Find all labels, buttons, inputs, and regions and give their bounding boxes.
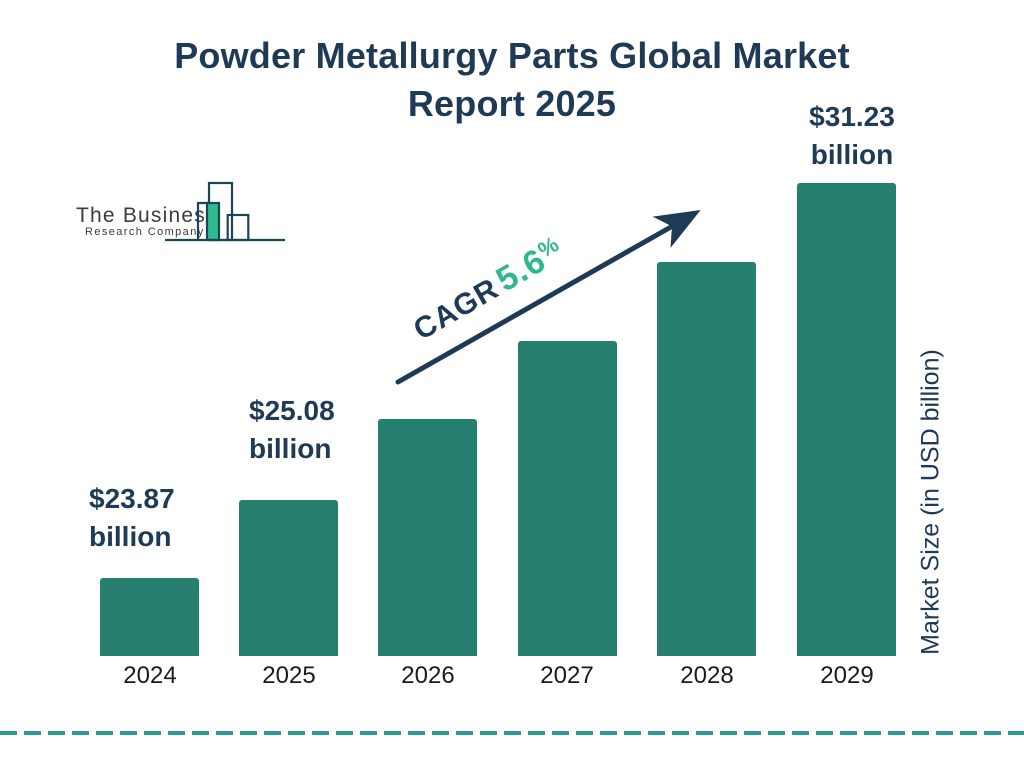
logo-name: The Business (76, 204, 218, 227)
x-axis-label-2025: 2025 (262, 662, 316, 689)
value-label-2025-amount: $25.08 (249, 395, 335, 426)
logo-subname: Research Company (85, 226, 205, 238)
cagr-label: CAGR (408, 272, 505, 347)
value-label-2024-amount: $23.87 (89, 483, 175, 514)
bar-2029 (797, 183, 896, 656)
logo-bar-chart-icon (165, 181, 285, 242)
bar-2026 (378, 419, 477, 656)
bar-2028 (657, 262, 756, 656)
y-axis-label: Market Size (in USD billion) (916, 349, 945, 655)
x-axis-label-2028: 2028 (680, 662, 734, 689)
cagr-annotation: CAGR 5.6% (406, 231, 570, 348)
bar-2024 (100, 578, 199, 656)
x-axis-label-2027: 2027 (540, 662, 594, 689)
x-axis-label-2029: 2029 (820, 662, 874, 689)
value-label-2029-unit: billion (810, 139, 894, 170)
page-title-line1: Powder Metallurgy Parts Global Market (174, 35, 850, 76)
value-label-2024: $23.87 billion (89, 480, 175, 556)
value-label-2024-unit: billion (89, 521, 172, 552)
value-label-2025: $25.08 billion (249, 392, 335, 468)
page-title: Powder Metallurgy Parts Global Market Re… (0, 32, 1024, 128)
value-label-2029-amount: $31.23 (809, 101, 895, 132)
value-label-2025-unit: billion (249, 433, 332, 464)
bar-2025 (239, 500, 338, 656)
page-title-line2: Report 2025 (407, 83, 617, 124)
bar-2027 (518, 341, 617, 656)
x-axis-label-2026: 2026 (401, 662, 455, 689)
value-label-2029: $31.23 billion (772, 98, 932, 174)
x-axis-label-2024: 2024 (123, 662, 177, 689)
